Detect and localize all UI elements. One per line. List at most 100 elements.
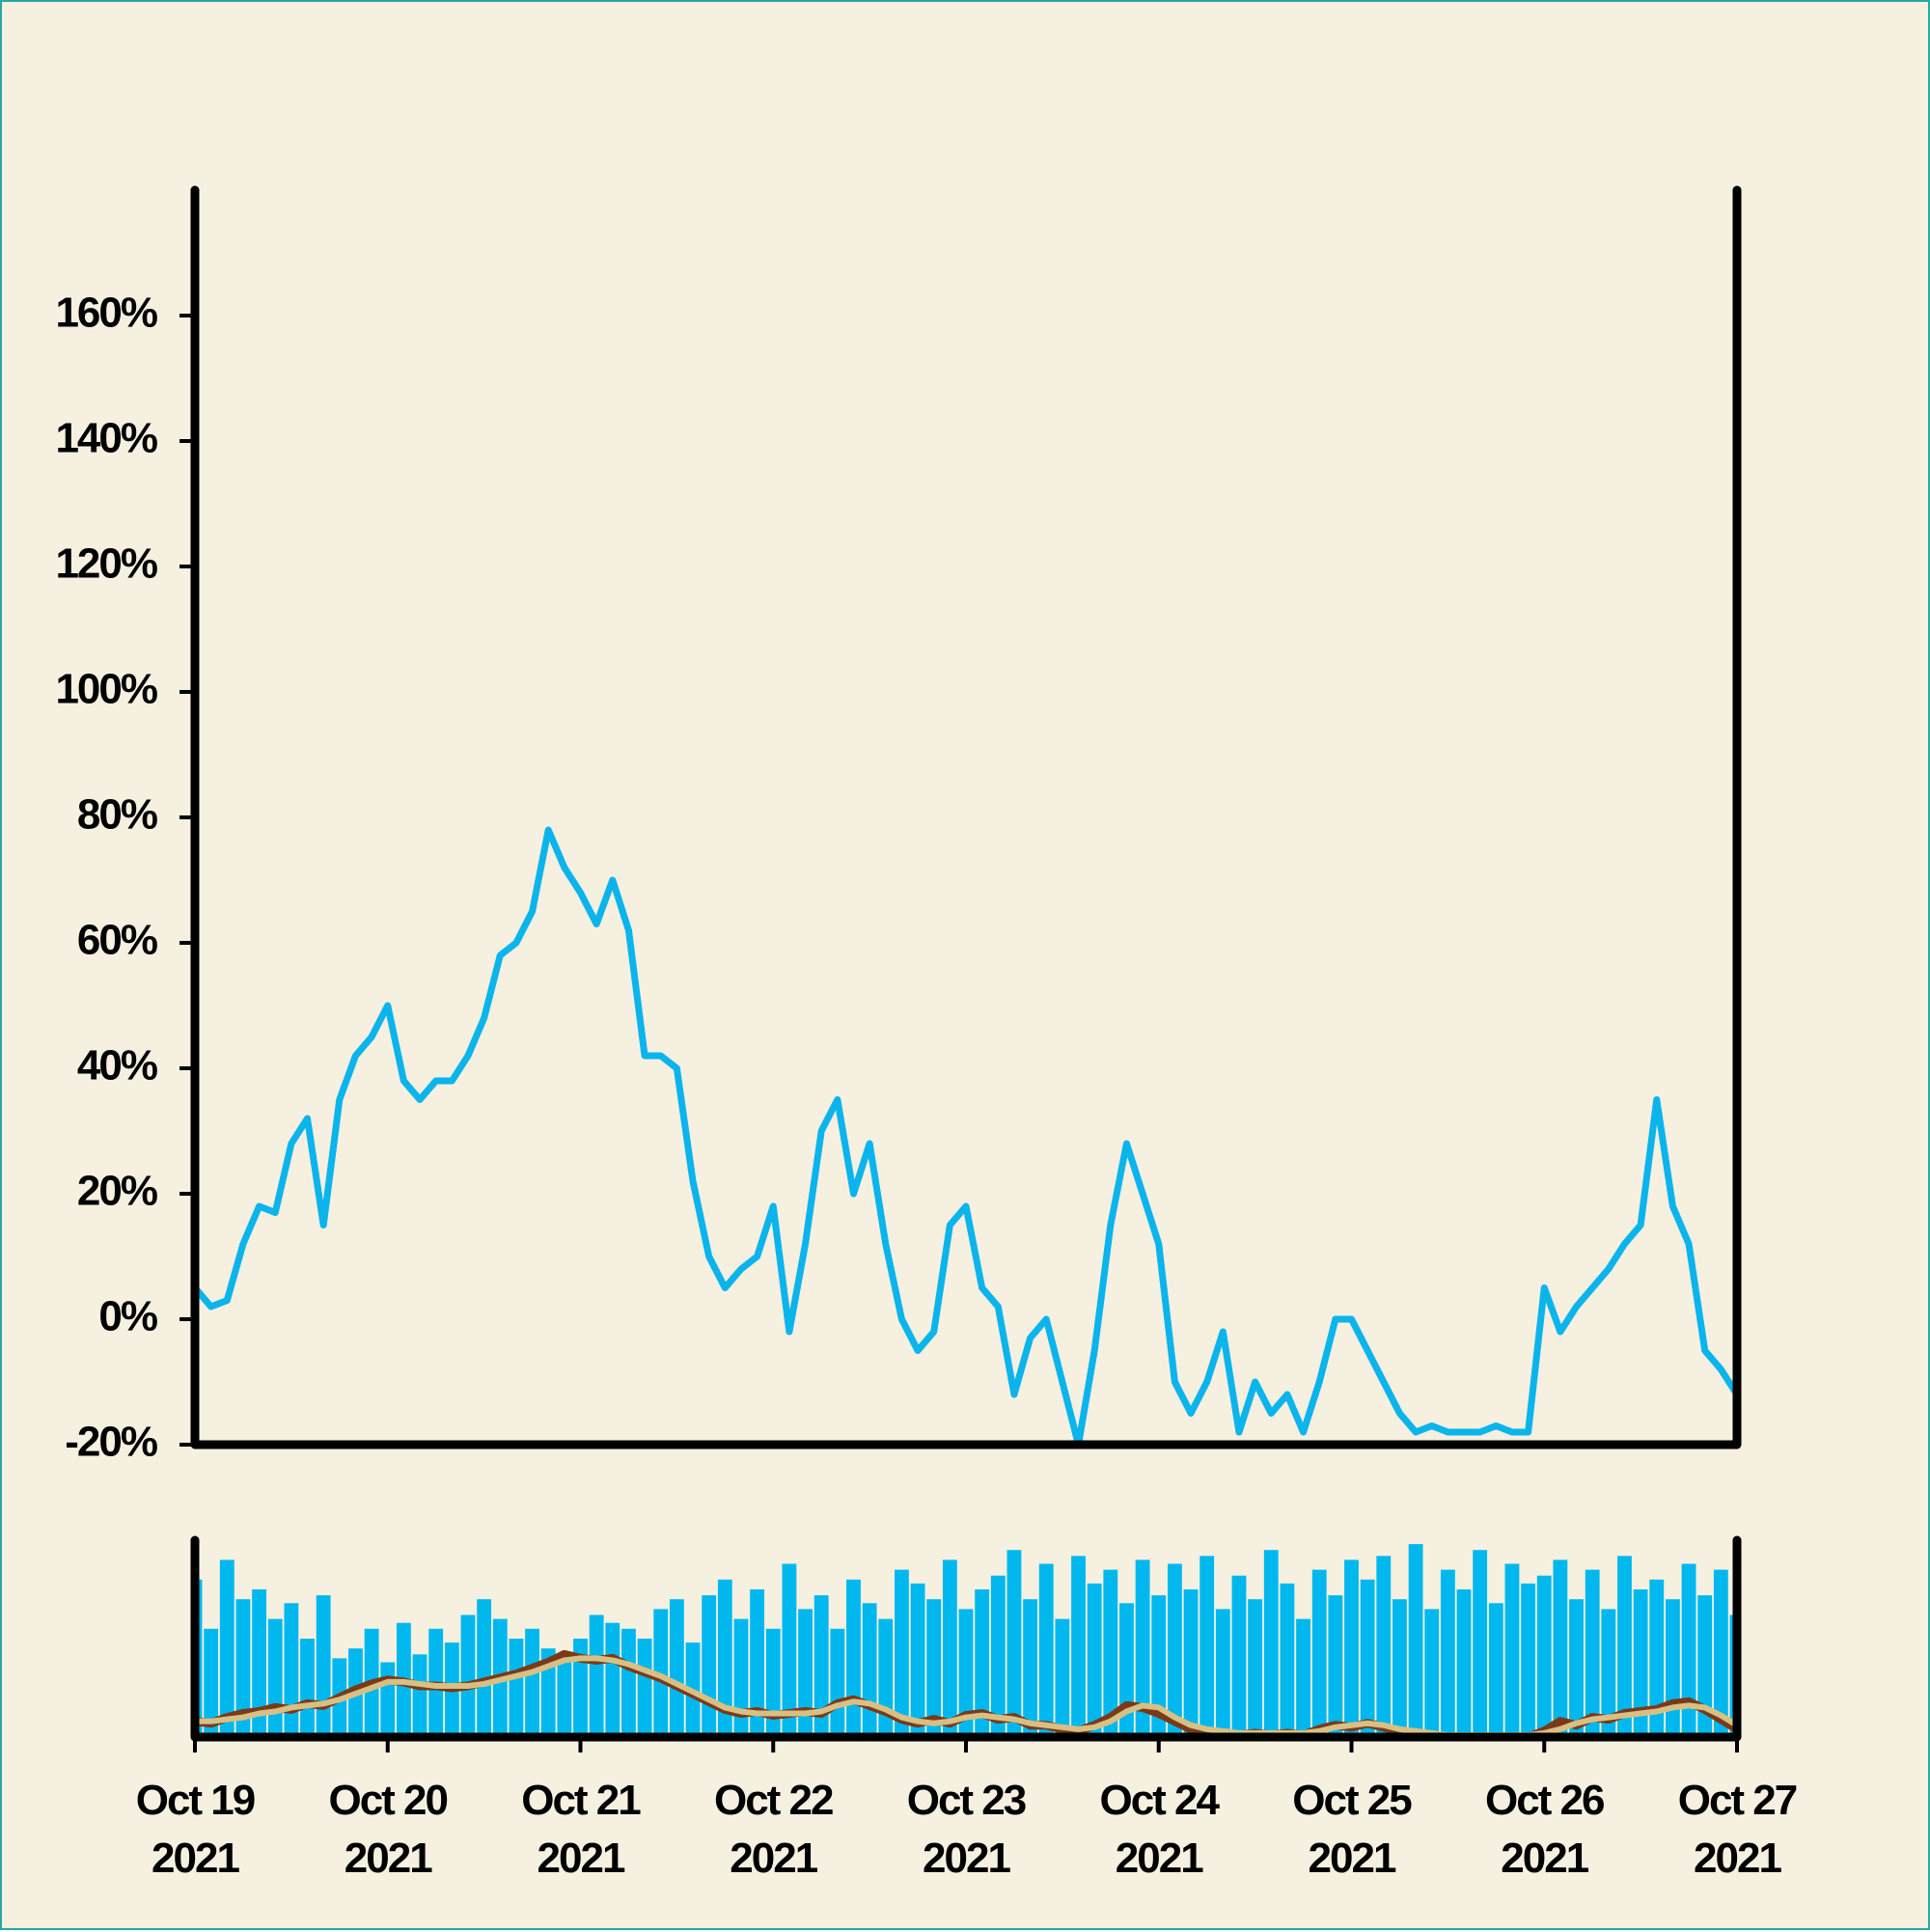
volume-bar bbox=[460, 1615, 476, 1737]
volume-bar bbox=[1167, 1563, 1182, 1737]
volume-bar bbox=[1504, 1563, 1520, 1737]
volume-bar bbox=[1215, 1609, 1230, 1737]
volume-bar bbox=[910, 1583, 925, 1737]
volume-bar bbox=[878, 1618, 894, 1737]
volume-bar bbox=[798, 1609, 813, 1737]
volume-bar bbox=[782, 1563, 797, 1737]
volume-bar bbox=[1296, 1618, 1310, 1737]
volume-bar bbox=[958, 1609, 974, 1737]
volume-bar bbox=[1280, 1583, 1295, 1737]
volume-bar bbox=[316, 1595, 331, 1737]
volume-bar bbox=[1006, 1550, 1022, 1737]
x-tick-label: Oct 25 2021 bbox=[1292, 1777, 1413, 1882]
volume-bar bbox=[1488, 1603, 1503, 1737]
volume-bar bbox=[267, 1618, 283, 1737]
volume-bar bbox=[204, 1628, 219, 1737]
volume-bar bbox=[1408, 1544, 1423, 1737]
volume-bar bbox=[1376, 1556, 1392, 1737]
volume-bar bbox=[733, 1618, 749, 1737]
volume-bar bbox=[1199, 1556, 1215, 1737]
volume-bar bbox=[846, 1579, 861, 1737]
volume-bar bbox=[1536, 1575, 1552, 1737]
x-tick-label: Oct 26 2021 bbox=[1484, 1777, 1606, 1882]
y-tick-label: 120% bbox=[55, 540, 156, 588]
volume-bar bbox=[1601, 1609, 1616, 1737]
x-tick-label: Oct 22 2021 bbox=[713, 1777, 835, 1882]
volume-bar bbox=[284, 1603, 299, 1737]
volume-bar bbox=[235, 1599, 251, 1737]
volume-bar bbox=[1585, 1569, 1600, 1737]
volume-bar bbox=[1424, 1609, 1440, 1737]
volume-bar bbox=[990, 1575, 1006, 1737]
volume-bar bbox=[1649, 1579, 1665, 1737]
volume-bar bbox=[300, 1639, 315, 1737]
x-tick-label: Oct 27 2021 bbox=[1677, 1777, 1799, 1882]
volume-bar bbox=[813, 1595, 829, 1737]
volume-bar bbox=[1151, 1595, 1167, 1737]
volume-bar bbox=[1071, 1556, 1086, 1737]
x-tick-label: Oct 20 2021 bbox=[328, 1777, 449, 1882]
volume-bar bbox=[702, 1595, 717, 1737]
y-tick-label: 140% bbox=[55, 415, 156, 462]
axis-frame bbox=[190, 185, 1742, 1449]
volume-bar bbox=[252, 1589, 266, 1737]
x-tick-label: Oct 19 2021 bbox=[135, 1777, 257, 1882]
volume-bar bbox=[1666, 1599, 1680, 1737]
volume-bar bbox=[1328, 1595, 1343, 1737]
volume-bar bbox=[573, 1639, 588, 1737]
volume-bar bbox=[525, 1628, 539, 1737]
volume-bar bbox=[830, 1628, 845, 1737]
volume-bar bbox=[1023, 1599, 1037, 1737]
volume-bar bbox=[1392, 1599, 1407, 1737]
y-tick-label: -20% bbox=[65, 1419, 157, 1466]
volume-bar bbox=[589, 1615, 604, 1737]
volume-bar bbox=[717, 1579, 732, 1737]
volume-bar bbox=[895, 1569, 909, 1737]
volume-bar bbox=[1135, 1559, 1150, 1737]
volume-bar bbox=[1038, 1563, 1054, 1737]
volume-bar bbox=[557, 1658, 572, 1737]
volume-bar bbox=[926, 1599, 942, 1737]
volume-bar bbox=[1617, 1556, 1632, 1737]
volume-bar bbox=[540, 1648, 556, 1737]
volume-bar bbox=[862, 1603, 877, 1737]
volume-bar bbox=[219, 1559, 234, 1737]
price-line bbox=[192, 826, 1740, 1449]
volume-bar bbox=[975, 1589, 990, 1737]
volume-bar bbox=[1456, 1589, 1472, 1737]
volume-bar bbox=[1633, 1589, 1648, 1737]
volume-bar bbox=[1055, 1618, 1070, 1737]
volume-bar bbox=[1440, 1569, 1455, 1737]
volume-bar bbox=[1521, 1583, 1536, 1737]
y-tick-label: 100% bbox=[55, 666, 156, 713]
volume-bar bbox=[1713, 1569, 1728, 1737]
volume-bar bbox=[1344, 1559, 1359, 1737]
volume-bar bbox=[1311, 1569, 1327, 1737]
volume-bar bbox=[750, 1589, 765, 1737]
x-tick-label: Oct 24 2021 bbox=[1099, 1777, 1220, 1882]
volume-bar bbox=[637, 1639, 652, 1737]
volume-bar bbox=[1087, 1583, 1102, 1737]
volume-bar bbox=[1263, 1550, 1279, 1737]
volume-bar bbox=[1681, 1563, 1696, 1737]
axis-frame bbox=[190, 1535, 1742, 1742]
volume-bar bbox=[477, 1599, 492, 1737]
y-tick-label: 160% bbox=[55, 290, 156, 337]
y-tick-label: 60% bbox=[77, 917, 157, 964]
volume-bar bbox=[621, 1628, 636, 1737]
volume-bar bbox=[1183, 1589, 1199, 1737]
volume-bar bbox=[669, 1599, 684, 1737]
volume-bar bbox=[1360, 1579, 1375, 1737]
volume-bar bbox=[509, 1639, 524, 1737]
volume-bar bbox=[412, 1654, 427, 1737]
y-tick-label: 0% bbox=[98, 1293, 156, 1340]
volume-bar bbox=[1473, 1550, 1488, 1737]
volume-bar bbox=[1697, 1595, 1713, 1737]
volume-bar bbox=[1231, 1575, 1247, 1737]
volume-bar bbox=[605, 1622, 620, 1737]
volume-bar bbox=[1553, 1559, 1568, 1737]
y-tick-label: 40% bbox=[77, 1042, 157, 1090]
volume-bar bbox=[1248, 1599, 1263, 1737]
